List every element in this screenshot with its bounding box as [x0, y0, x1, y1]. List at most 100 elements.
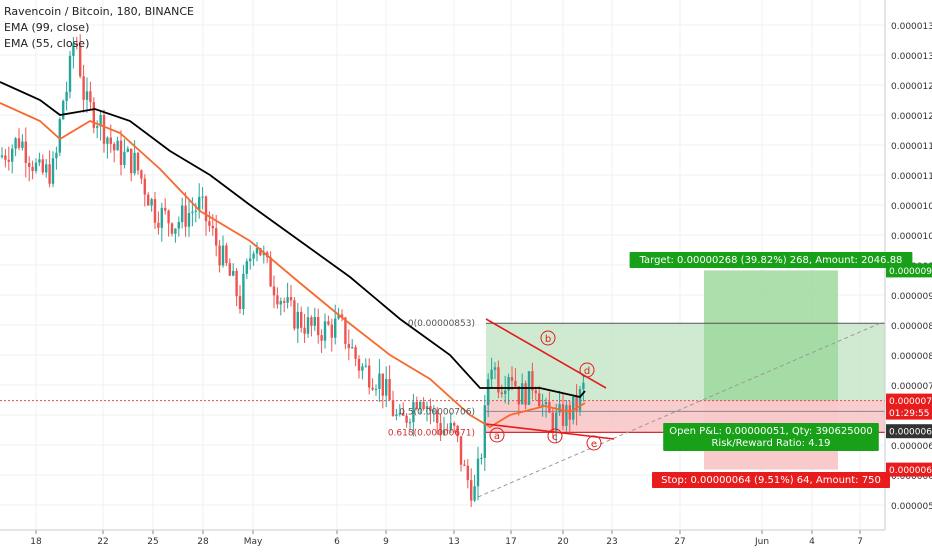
candle-body — [150, 199, 153, 206]
candle-body — [164, 207, 167, 211]
price-label-bg — [886, 462, 932, 477]
candle-body — [24, 141, 27, 163]
y-tick-label: 0.00000550 — [891, 502, 932, 512]
candle-body — [21, 141, 24, 148]
ema-lines — [0, 81, 586, 429]
y-tick-label: 0.00000850 — [891, 322, 932, 332]
candle-body — [510, 377, 514, 381]
y-tick-label: 0.00001250 — [891, 82, 932, 92]
y-tick-label: 0.00001050 — [891, 202, 932, 212]
candle-body — [4, 155, 7, 160]
wave-label-circle — [579, 362, 595, 378]
candle-body — [487, 379, 490, 406]
candle-body — [96, 126, 99, 128]
candle-body — [75, 43, 78, 46]
stop-badge-text: Stop: 0.00000064 (9.51%) 64, Amount: 750 — [661, 475, 881, 486]
candle-body — [436, 410, 439, 424]
candle-body — [561, 404, 565, 426]
candle-body — [419, 402, 422, 410]
candle-body — [320, 335, 323, 341]
price-label-bg — [886, 263, 932, 278]
candle-body — [371, 387, 374, 390]
candle-body — [504, 390, 507, 395]
candle-body — [476, 458, 480, 487]
candle-body — [170, 223, 174, 234]
candle-body — [62, 100, 65, 120]
candle-body — [140, 170, 143, 179]
candle-body — [184, 205, 187, 227]
candle-body — [558, 404, 561, 413]
candle-body — [283, 301, 286, 303]
indicator-ema55[interactable]: EMA (55, close) — [4, 37, 90, 50]
candle-body — [538, 393, 541, 407]
candle-body — [28, 162, 31, 167]
candle-body — [544, 402, 548, 405]
candle-body — [72, 43, 75, 56]
candle-body — [0, 155, 4, 157]
target-badge-text: Target: 0.00000268 (39.82%) 268, Amount:… — [639, 255, 903, 266]
candle-body — [391, 399, 395, 416]
candle-body — [143, 178, 146, 195]
candle-body — [517, 386, 520, 405]
candle-body — [439, 423, 442, 435]
candle-body — [480, 457, 483, 459]
candle-body — [306, 317, 310, 334]
price-label-bg — [886, 424, 932, 439]
y-tick-label: 0.00000900 — [891, 292, 932, 302]
candle-body — [215, 228, 218, 246]
symbol-title[interactable]: Ravencoin / Bitcoin, 180, BINANCE — [4, 5, 195, 18]
candle-body — [317, 317, 320, 336]
candle-body — [55, 152, 58, 159]
candle-body — [432, 410, 435, 412]
candle-body — [555, 412, 558, 431]
candle-body — [242, 273, 245, 310]
candle-body — [398, 413, 401, 415]
candle-body — [337, 314, 340, 319]
candle-body — [208, 221, 211, 226]
candle-body — [126, 148, 129, 152]
candle-body — [119, 140, 123, 165]
candle-body — [425, 406, 429, 410]
candle-body — [531, 371, 534, 391]
indicator-ema99[interactable]: EMA (99, close) — [4, 21, 90, 34]
price-label-bg — [886, 393, 932, 408]
stop-badge-bg — [652, 472, 890, 488]
candle-body — [31, 166, 34, 172]
wave-label-circle — [540, 330, 556, 346]
wave-label-c: c — [552, 432, 558, 443]
candle-body — [201, 196, 204, 198]
candle-body — [58, 119, 61, 153]
candle-body — [300, 311, 303, 328]
candle-body — [361, 366, 364, 371]
x-tick-label: 6 — [334, 537, 340, 547]
x-tick-label: 4 — [809, 537, 815, 547]
wave-label-a: a — [494, 431, 500, 442]
candle-body — [167, 210, 170, 224]
candle-body — [541, 404, 544, 407]
candle-body — [289, 297, 293, 301]
y-tick-label: 0.00000600 — [891, 472, 932, 482]
candle-body — [225, 245, 228, 264]
candle-body — [211, 225, 214, 229]
candle-body — [429, 406, 432, 411]
x-tick-label: 20 — [557, 537, 569, 547]
x-tick-label: 9 — [383, 537, 389, 547]
overlay-labels: 0(0.00000853) 0.5(0.00000706) 0.618(0.0000… — [388, 252, 932, 488]
candle-body — [218, 245, 221, 266]
candle-body — [153, 199, 157, 223]
wave-label-e: e — [591, 439, 597, 450]
candle-body — [368, 365, 371, 388]
fib-label: 0.618(0.00000671) — [388, 428, 475, 438]
candle-body — [92, 102, 95, 128]
candle-body — [310, 317, 313, 326]
candle-body — [357, 358, 361, 371]
candle-body — [116, 140, 119, 151]
candle-body — [177, 222, 180, 229]
candle-body — [232, 270, 235, 276]
candle-body — [402, 413, 405, 416]
projected-profit-zone — [704, 270, 838, 401]
candle-body — [249, 258, 252, 262]
